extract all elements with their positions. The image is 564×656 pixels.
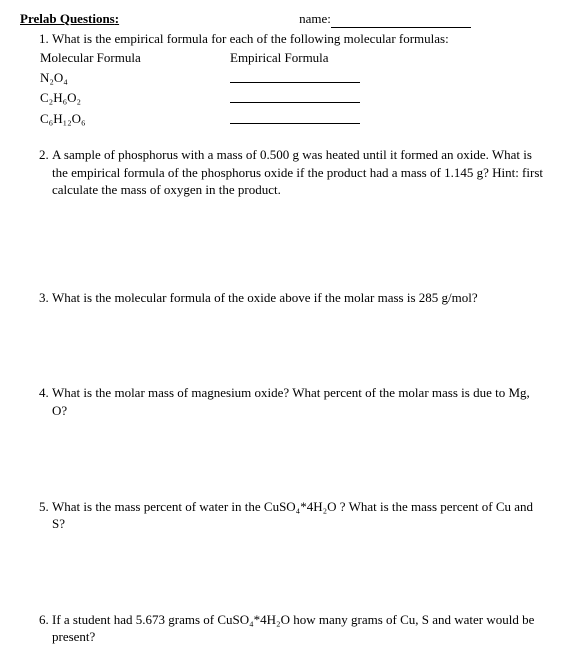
q1-blank-2[interactable] <box>230 89 360 103</box>
q1-row-3: C₆H₁₂O₆ <box>40 110 544 129</box>
name-label: name: <box>299 10 331 28</box>
q1-col-right-header: Empirical Formula <box>230 49 410 67</box>
question-4: What is the molar mass of magnesium oxid… <box>52 384 544 419</box>
question-6: If a student had 5.673 grams of CuSO₄*4H… <box>52 611 544 646</box>
question-2-text: A sample of phosphorus with a mass of 0.… <box>52 147 543 197</box>
question-6-text: If a student had 5.673 grams of CuSO₄*4H… <box>52 612 534 645</box>
question-3-text: What is the molecular formula of the oxi… <box>52 290 478 305</box>
q1-formula-1: N₂O₄ <box>40 69 230 88</box>
q1-blank-1[interactable] <box>230 69 360 83</box>
name-blank[interactable] <box>331 14 471 28</box>
question-list: What is the empirical formula for each o… <box>20 30 544 646</box>
q1-formula-2: C₂H₆O₂ <box>40 89 230 108</box>
question-1-text: What is the empirical formula for each o… <box>52 31 449 46</box>
q1-row-1: N₂O₄ <box>40 69 544 88</box>
q1-blank-3[interactable] <box>230 110 360 124</box>
q1-header-row: Molecular Formula Empirical Formula <box>40 49 544 67</box>
question-5-text: What is the mass percent of water in the… <box>52 499 533 532</box>
q1-col-left-header: Molecular Formula <box>40 49 230 67</box>
q1-formula-3: C₆H₁₂O₆ <box>40 110 230 129</box>
question-3: What is the molecular formula of the oxi… <box>52 289 544 307</box>
question-4-text: What is the molar mass of magnesium oxid… <box>52 385 530 418</box>
question-2: A sample of phosphorus with a mass of 0.… <box>52 146 544 199</box>
q1-row-2: C₂H₆O₂ <box>40 89 544 108</box>
question-1: What is the empirical formula for each o… <box>52 30 544 129</box>
question-5: What is the mass percent of water in the… <box>52 498 544 533</box>
page-title: Prelab Questions: <box>20 10 119 28</box>
header: Prelab Questions: name: <box>20 10 544 28</box>
